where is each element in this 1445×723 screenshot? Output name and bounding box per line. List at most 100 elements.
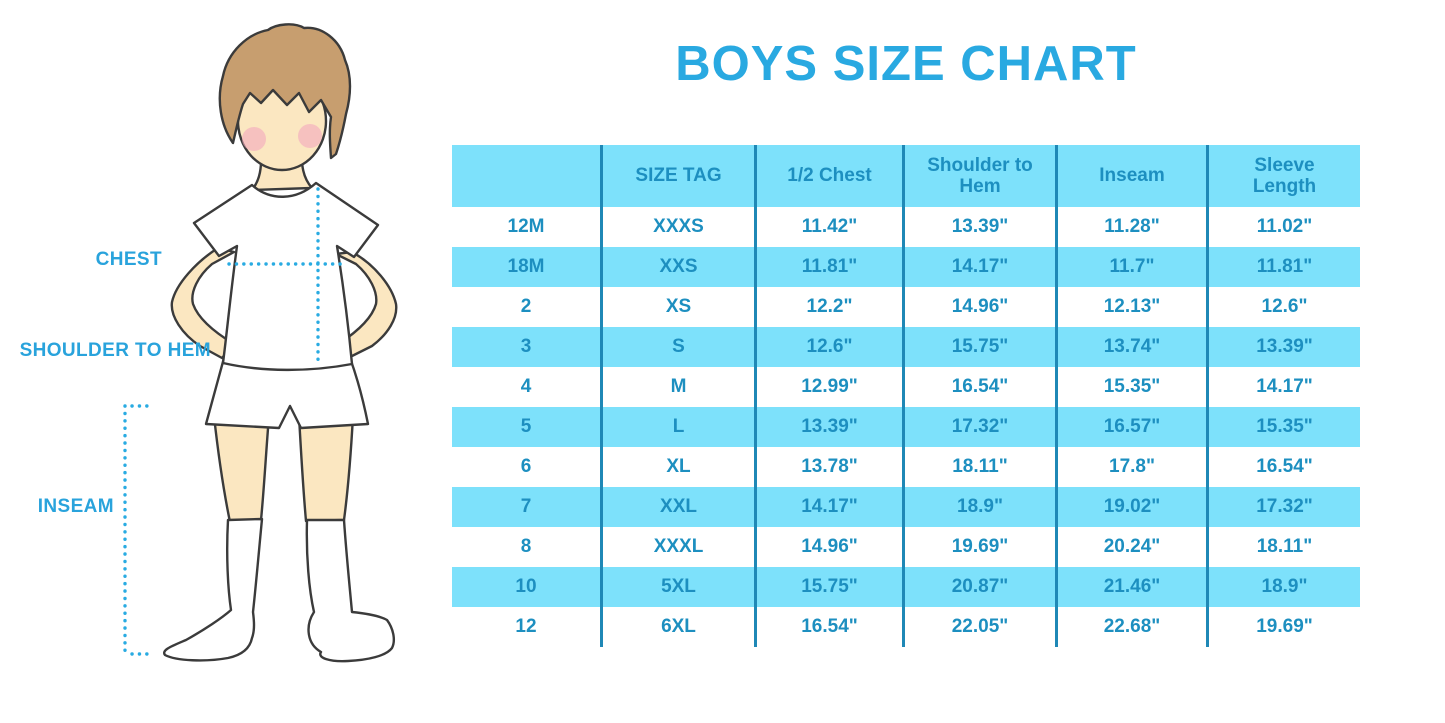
table-cell-sleeve-length: 13.39" (1206, 327, 1360, 367)
table-cell-inseam: 19.02" (1055, 487, 1206, 527)
table-cell-sleeve-length: 19.69" (1206, 607, 1360, 647)
table-cell-size: 12M (507, 216, 545, 238)
chest-label: CHEST (95, 249, 162, 270)
size-table: SIZE TAG 1/2 Chest Shoulder to Hem Insea… (452, 145, 1360, 647)
table-cell-shoulder-to-hem: 14.17" (902, 247, 1055, 287)
table-cell-inseam: 11.7" (1055, 247, 1206, 287)
table-cell-size-tag: XXL (600, 487, 754, 527)
boy-tshirt (192, 181, 380, 372)
table-row: 18M XXS 11.81" 14.17" 11.7" 11.81" (452, 247, 1360, 287)
table-cell-sleeve-length: 18.11" (1206, 527, 1360, 567)
boy-illustration (123, 23, 398, 663)
table-cell-size-tag: 6XL (600, 607, 754, 647)
table-cell-size: 10 (515, 576, 537, 598)
boy-hair (218, 23, 352, 160)
table-cell-half-chest: 15.75" (754, 567, 902, 607)
boy-shorts (204, 356, 370, 430)
table-row: 6 XL 13.78" 18.11" 17.8" 16.54" (452, 447, 1360, 487)
table-cell-shoulder-to-hem: 16.54" (902, 367, 1055, 407)
table-cell-size: 6 (520, 456, 532, 478)
table-cell-size: 7 (520, 496, 532, 518)
column-header-inseam: Inseam (1055, 145, 1206, 207)
table-cell-half-chest: 11.81" (754, 247, 902, 287)
table-cell-shoulder-to-hem: 22.05" (902, 607, 1055, 647)
table-row: 12M XXXS 11.42" 13.39" 11.28" 11.02" (452, 207, 1360, 247)
table-cell-half-chest: 12.2" (754, 287, 902, 327)
table-row: 3 S 12.6" 15.75" 13.74" 13.39" (452, 327, 1360, 367)
table-cell-size: 8 (520, 536, 532, 558)
table-cell-inseam: 13.74" (1055, 327, 1206, 367)
table-cell-inseam: 11.28" (1055, 207, 1206, 247)
inseam-label: INSEAM (37, 496, 114, 517)
boy-left-thigh (212, 414, 271, 524)
table-cell-sleeve-length: 14.17" (1206, 367, 1360, 407)
table-cell-sleeve-length: 12.6" (1206, 287, 1360, 327)
table-cell-half-chest: 12.99" (754, 367, 902, 407)
table-cell-size-tag: XXXS (600, 207, 754, 247)
boy-right-sock (305, 518, 395, 663)
table-cell-size-tag: XS (600, 287, 754, 327)
table-cell-inseam: 16.57" (1055, 407, 1206, 447)
column-header-half-chest: 1/2 Chest (754, 145, 902, 207)
table-cell-size-tag: L (600, 407, 754, 447)
column-header-size-tag: SIZE TAG (600, 145, 754, 207)
table-cell-inseam: 21.46" (1055, 567, 1206, 607)
table-cell-size-tag: M (600, 367, 754, 407)
column-header-shoulder-to-hem: Shoulder to Hem (902, 145, 1055, 207)
table-cell-sleeve-length: 18.9" (1206, 567, 1360, 607)
table-cell-half-chest: 11.42" (754, 207, 902, 247)
boy-left-sock (162, 517, 264, 662)
table-cell-half-chest: 16.54" (754, 607, 902, 647)
table-cell-size: 12 (515, 616, 537, 638)
table-cell-size: 4 (520, 376, 532, 398)
table-cell-half-chest: 12.6" (754, 327, 902, 367)
table-cell-half-chest: 14.96" (754, 527, 902, 567)
table-cell-shoulder-to-hem: 15.75" (902, 327, 1055, 367)
table-cell-size-tag: XL (600, 447, 754, 487)
table-cell-half-chest: 14.17" (754, 487, 902, 527)
table-cell-half-chest: 13.39" (754, 407, 902, 447)
table-cell-shoulder-to-hem: 14.96" (902, 287, 1055, 327)
table-header-row: SIZE TAG 1/2 Chest Shoulder to Hem Insea… (452, 145, 1360, 207)
table-cell-size-tag: XXXL (600, 527, 754, 567)
table-cell-shoulder-to-hem: 19.69" (902, 527, 1055, 567)
column-header-sleeve-length: Sleeve Length (1206, 145, 1360, 207)
table-cell-size-tag: S (600, 327, 754, 367)
boy-cheek-left (242, 127, 266, 151)
table-cell-half-chest: 13.78" (754, 447, 902, 487)
table-row: 5 L 13.39" 17.32" 16.57" 15.35" (452, 407, 1360, 447)
table-cell-shoulder-to-hem: 18.11" (902, 447, 1055, 487)
table-row: 12 6XL 16.54" 22.05" 22.68" 19.69" (452, 607, 1360, 647)
table-cell-sleeve-length: 15.35" (1206, 407, 1360, 447)
table-row: 10 5XL 15.75" 20.87" 21.46" 18.9" (452, 567, 1360, 607)
boy-cheek-right (298, 124, 322, 148)
table-cell-size: 5 (520, 416, 532, 438)
page-title: BOYS SIZE CHART (675, 37, 1137, 91)
table-cell-size: 3 (520, 336, 532, 358)
table-cell-sleeve-length: 16.54" (1206, 447, 1360, 487)
table-cell-shoulder-to-hem: 18.9" (902, 487, 1055, 527)
table-cell-shoulder-to-hem: 13.39" (902, 207, 1055, 247)
table-cell-sleeve-length: 11.02" (1206, 207, 1360, 247)
table-row: 7 XXL 14.17" 18.9" 19.02" 17.32" (452, 487, 1360, 527)
table-cell-sleeve-length: 17.32" (1206, 487, 1360, 527)
table-cell-shoulder-to-hem: 20.87" (902, 567, 1055, 607)
table-cell-size: 2 (520, 296, 532, 318)
table-cell-inseam: 17.8" (1055, 447, 1206, 487)
table-row: 4 M 12.99" 16.54" 15.35" 14.17" (452, 367, 1360, 407)
table-body: 12M XXXS 11.42" 13.39" 11.28" 11.02" 18M… (452, 207, 1360, 647)
table-row: 8 XXXL 14.96" 19.69" 20.24" 18.11" (452, 527, 1360, 567)
table-cell-shoulder-to-hem: 17.32" (902, 407, 1055, 447)
table-cell-size-tag: XXS (600, 247, 754, 287)
column-header-size (452, 145, 600, 207)
table-cell-size: 18M (507, 256, 545, 278)
shoulder-to-hem-label: SHOULDER TO HEM (19, 340, 211, 361)
table-cell-size-tag: 5XL (600, 567, 754, 607)
table-row: 2 XS 12.2" 14.96" 12.13" 12.6" (452, 287, 1360, 327)
table-cell-inseam: 12.13" (1055, 287, 1206, 327)
table-cell-inseam: 15.35" (1055, 367, 1206, 407)
table-cell-sleeve-length: 11.81" (1206, 247, 1360, 287)
table-cell-inseam: 20.24" (1055, 527, 1206, 567)
boy-right-thigh (297, 414, 355, 523)
